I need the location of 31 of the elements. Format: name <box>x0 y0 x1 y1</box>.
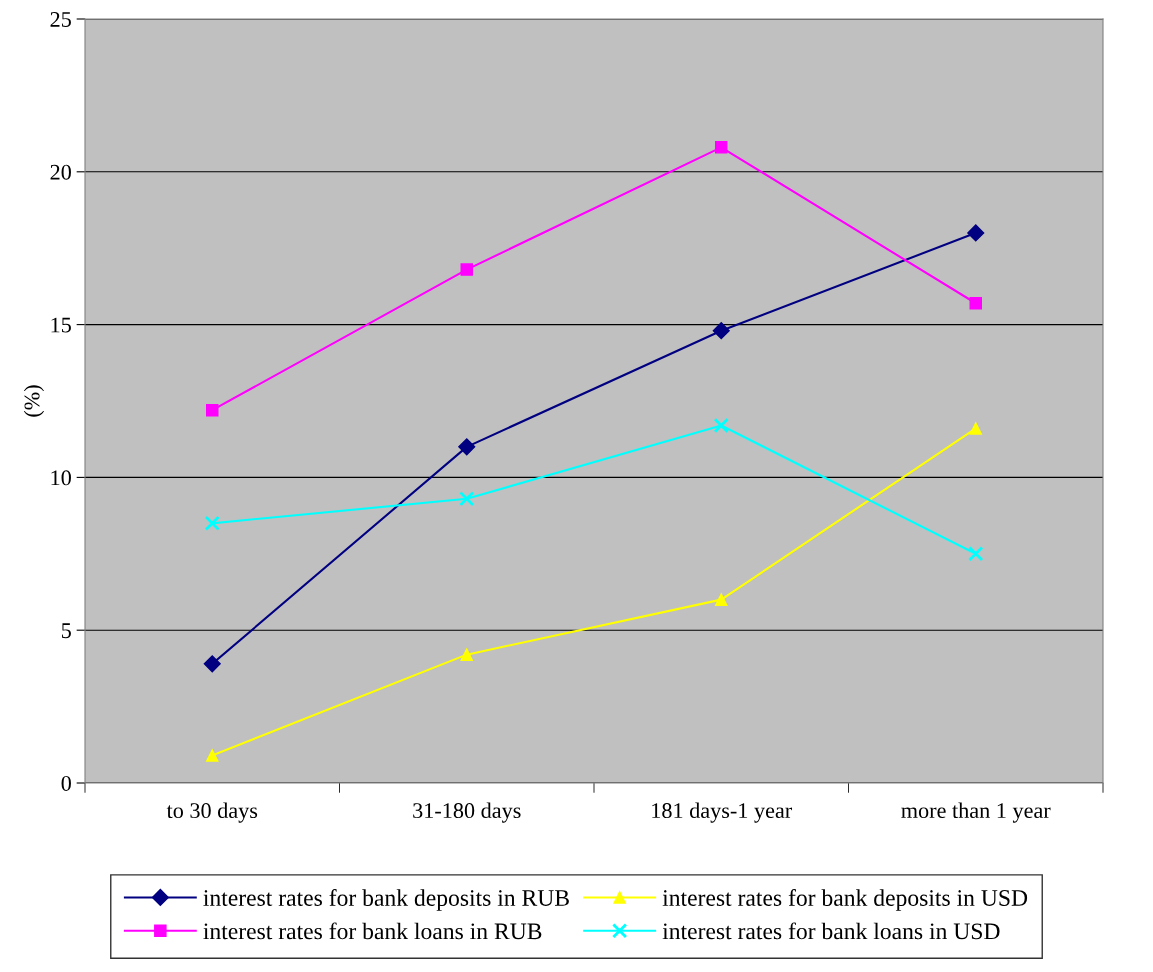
point <box>714 593 728 606</box>
y-tick-label: 25 <box>50 11 71 27</box>
x-tick-label: 181 days-1 year <box>652 802 793 823</box>
legend-label: interest rates for bank deposits in USD <box>662 889 1028 911</box>
y-tick-label: 10 <box>51 470 71 486</box>
x-tick-label: 31-180 days <box>413 802 521 823</box>
point <box>205 403 219 417</box>
point <box>714 141 728 154</box>
point <box>969 422 983 435</box>
point <box>713 417 729 434</box>
point <box>459 491 475 507</box>
point <box>460 648 474 661</box>
point <box>460 263 474 276</box>
legend-label: interest rates for bank loans in USD <box>662 922 1000 940</box>
y-axis-title: (%) <box>23 385 45 417</box>
point <box>205 749 219 762</box>
point <box>712 322 730 340</box>
point <box>203 655 221 673</box>
point <box>458 438 476 456</box>
point <box>967 224 985 242</box>
legend-label: interest rates for bank loans in RUB <box>203 922 542 940</box>
y-tick-label: 20 <box>50 164 71 180</box>
point <box>968 546 984 562</box>
x-tick-label: more than 1 year <box>901 802 1051 823</box>
point <box>204 515 220 531</box>
point <box>969 296 983 310</box>
y-tick-label: 15 <box>51 317 71 333</box>
legend-label: interest rates for bank deposits in RUB <box>203 889 569 911</box>
x-tick-label: to 30 days <box>166 802 258 823</box>
y-tick-label: 5 <box>61 623 71 639</box>
y-tick-label: 0 <box>61 775 71 791</box>
